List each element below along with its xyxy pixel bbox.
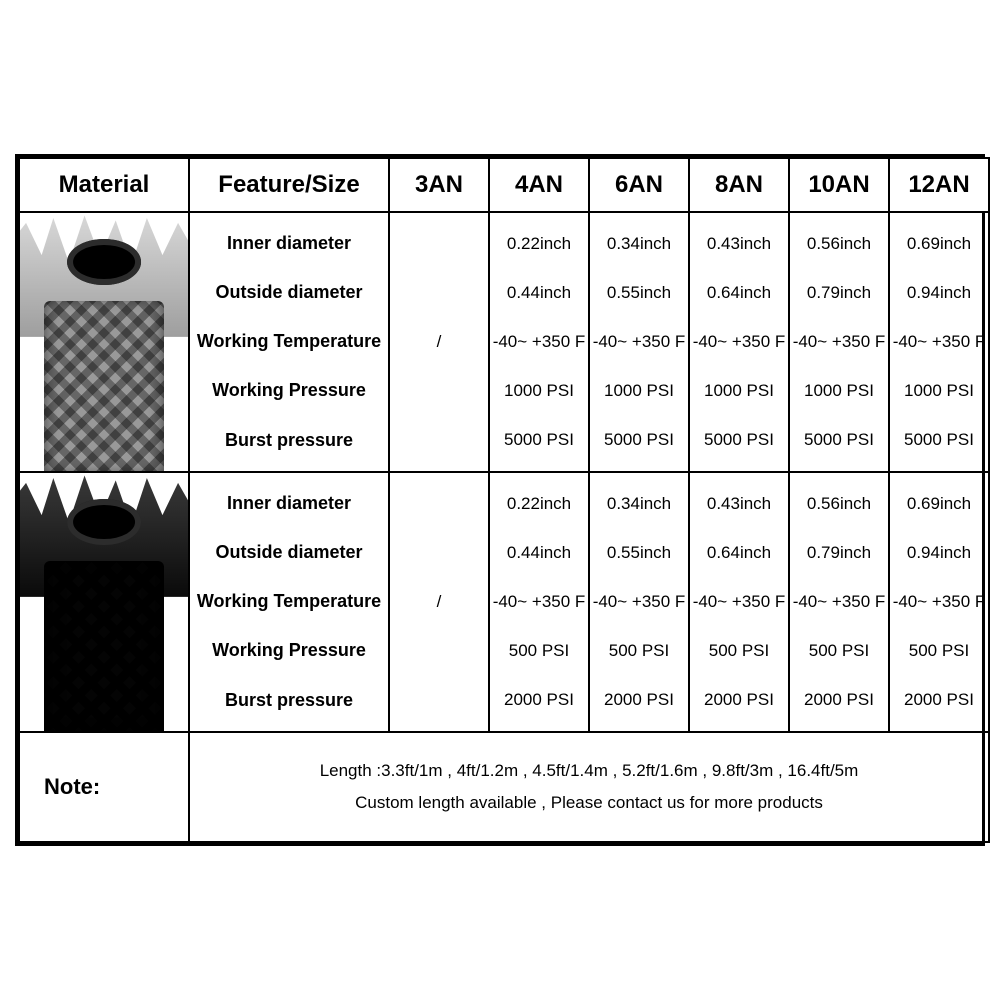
values-cell: 0.22inch 0.44inch -40~ +350 F 1000 PSI 5000 …	[489, 212, 589, 472]
note-body: Length :3.3ft/1m , 4ft/1.2m , 4.5ft/1.4m…	[189, 732, 989, 842]
feature-label: Inner diameter	[227, 493, 351, 515]
material-row: Inner diameter Outside diameter Working Te…	[19, 472, 989, 732]
value: 2000 PSI	[504, 690, 574, 710]
value: -40~ +350 F	[793, 592, 886, 612]
values-cell: 0.34inch 0.55inch -40~ +350 F 1000 PSI 5000 …	[589, 212, 689, 472]
feature-label: Burst pressure	[225, 430, 353, 452]
value: 2000 PSI	[904, 690, 974, 710]
value: -40~ +350 F	[893, 592, 986, 612]
col-material: Material	[19, 158, 189, 212]
value: 500 PSI	[509, 641, 570, 661]
value: 1000 PSI	[804, 381, 874, 401]
note-row: Note:Length :3.3ft/1m , 4ft/1.2m , 4.5ft…	[19, 732, 989, 842]
feature-label: Working Pressure	[212, 380, 366, 402]
value: -40~ +350 F	[493, 592, 586, 612]
value: -40~ +350 F	[693, 332, 786, 352]
value: 1000 PSI	[504, 381, 574, 401]
note-line: Length :3.3ft/1m , 4ft/1.2m , 4.5ft/1.4m…	[190, 755, 988, 787]
note-label: Note:	[19, 732, 189, 842]
col-3an: 3AN	[389, 158, 489, 212]
values-cell: 0.22inch 0.44inch -40~ +350 F 500 PSI 2000 P…	[489, 472, 589, 732]
value: 5000 PSI	[804, 430, 874, 450]
value: 2000 PSI	[804, 690, 874, 710]
spec-sheet: Material Feature/Size 3AN 4AN 6AN 8AN 10…	[15, 154, 985, 846]
feature-labels: Inner diameter Outside diameter Working Te…	[189, 212, 389, 472]
feature-label: Outside diameter	[215, 282, 362, 304]
col-6an: 6AN	[589, 158, 689, 212]
value: -40~ +350 F	[893, 332, 986, 352]
hose-illustration	[20, 213, 188, 471]
value: 0.94inch	[907, 283, 971, 303]
value: 0.64inch	[707, 543, 771, 563]
feature-labels: Inner diameter Outside diameter Working Te…	[189, 472, 389, 732]
value: /	[437, 592, 442, 612]
header-row: Material Feature/Size 3AN 4AN 6AN 8AN 10…	[19, 158, 989, 212]
values-cell: 0.56inch 0.79inch -40~ +350 F 1000 PSI 5000 …	[789, 212, 889, 472]
value: 2000 PSI	[704, 690, 774, 710]
material-image-cell	[19, 472, 189, 732]
value: 0.34inch	[607, 494, 671, 514]
feature-label: Outside diameter	[215, 542, 362, 564]
value: 5000 PSI	[704, 430, 774, 450]
values-cell: 0.34inch 0.55inch -40~ +350 F 500 PSI 2000 P…	[589, 472, 689, 732]
col-8an: 8AN	[689, 158, 789, 212]
col-feature: Feature/Size	[189, 158, 389, 212]
value: 1000 PSI	[904, 381, 974, 401]
hose-illustration	[20, 473, 188, 731]
value: -40~ +350 F	[693, 592, 786, 612]
value: 0.43inch	[707, 494, 771, 514]
value: 0.55inch	[607, 543, 671, 563]
values-cell: /	[389, 472, 489, 732]
value: 0.44inch	[507, 283, 571, 303]
value: 0.79inch	[807, 283, 871, 303]
value: 500 PSI	[809, 641, 870, 661]
feature-label: Inner diameter	[227, 233, 351, 255]
value: 0.44inch	[507, 543, 571, 563]
feature-label: Working Temperature	[197, 591, 381, 613]
value: 0.69inch	[907, 494, 971, 514]
values-cell: 0.43inch 0.64inch -40~ +350 F 1000 PSI 5000 …	[689, 212, 789, 472]
feature-label: Working Temperature	[197, 331, 381, 353]
col-4an: 4AN	[489, 158, 589, 212]
value: -40~ +350 F	[793, 332, 886, 352]
value: 0.79inch	[807, 543, 871, 563]
spec-table: Material Feature/Size 3AN 4AN 6AN 8AN 10…	[18, 157, 990, 843]
value: 5000 PSI	[504, 430, 574, 450]
value: 0.64inch	[707, 283, 771, 303]
value: 1000 PSI	[704, 381, 774, 401]
value: 5000 PSI	[604, 430, 674, 450]
values-cell: 0.56inch 0.79inch -40~ +350 F 500 PSI 2000 P…	[789, 472, 889, 732]
value: 0.94inch	[907, 543, 971, 563]
feature-label: Working Pressure	[212, 640, 366, 662]
feature-label: Burst pressure	[225, 690, 353, 712]
col-12an: 12AN	[889, 158, 989, 212]
values-cell: 0.69inch 0.94inch -40~ +350 F 500 PSI 2000 P…	[889, 472, 989, 732]
value: 0.34inch	[607, 234, 671, 254]
value: 0.22inch	[507, 494, 571, 514]
value: /	[437, 332, 442, 352]
note-line: Custom length available , Please contact…	[190, 787, 988, 819]
material-image-cell	[19, 212, 189, 472]
value: 0.22inch	[507, 234, 571, 254]
value: 2000 PSI	[604, 690, 674, 710]
value: 0.43inch	[707, 234, 771, 254]
col-10an: 10AN	[789, 158, 889, 212]
value: 0.69inch	[907, 234, 971, 254]
value: 0.56inch	[807, 494, 871, 514]
value: 500 PSI	[909, 641, 970, 661]
value: 1000 PSI	[604, 381, 674, 401]
value: 0.56inch	[807, 234, 871, 254]
value: -40~ +350 F	[593, 332, 686, 352]
value: 500 PSI	[609, 641, 670, 661]
values-cell: 0.69inch 0.94inch -40~ +350 F 1000 PSI 5000 …	[889, 212, 989, 472]
value: 5000 PSI	[904, 430, 974, 450]
material-row: Inner diameter Outside diameter Working Te…	[19, 212, 989, 472]
value: 0.55inch	[607, 283, 671, 303]
value: -40~ +350 F	[493, 332, 586, 352]
value: 500 PSI	[709, 641, 770, 661]
values-cell: /	[389, 212, 489, 472]
value: -40~ +350 F	[593, 592, 686, 612]
values-cell: 0.43inch 0.64inch -40~ +350 F 500 PSI 2000 P…	[689, 472, 789, 732]
